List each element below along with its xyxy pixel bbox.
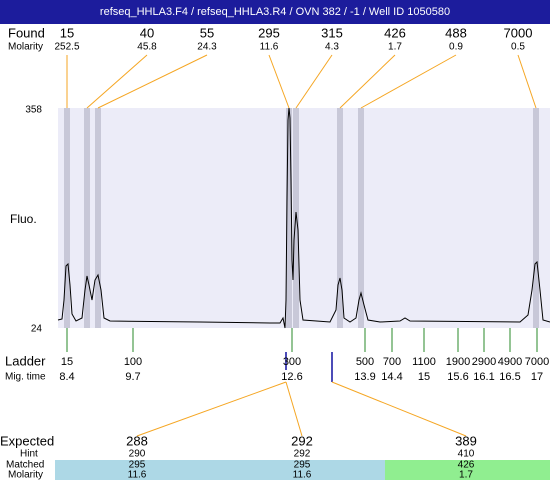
peak-link	[86, 54, 148, 109]
expected-size: 389	[455, 433, 477, 448]
matched-molarity: 11.6	[293, 470, 312, 480]
mig-time: 13.9	[354, 371, 375, 383]
matched: 426	[458, 460, 475, 471]
expected-size: 288	[126, 433, 148, 448]
title: refseq_HHLA3.F4 / refseq_HHLA3.R4 / OVN …	[100, 6, 450, 18]
mig-time: 14.4	[381, 371, 402, 383]
peak-link	[360, 54, 457, 109]
mig-time: 9.7	[125, 371, 140, 383]
ladder-label: Ladder	[5, 353, 46, 368]
peak-band	[533, 108, 539, 328]
mig-time: 15	[418, 371, 430, 383]
matched-molarity: 1.7	[459, 470, 473, 480]
found-size: 7000	[504, 25, 533, 40]
peak-link	[339, 54, 396, 109]
ladder-size: 15	[61, 356, 73, 368]
matched-bg	[385, 460, 550, 480]
hint-label: Hint	[20, 449, 38, 460]
found-molarity: 11.6	[260, 42, 279, 53]
peak-band	[358, 108, 364, 328]
matched: 295	[294, 460, 311, 471]
ladder-size: 1100	[412, 356, 436, 368]
ladder-size: 500	[356, 356, 374, 368]
found-size: 40	[140, 25, 154, 40]
y-max-label: 358	[25, 105, 42, 116]
ladder-size: 1900	[446, 356, 470, 368]
matched-label: Matched	[6, 460, 44, 471]
found-molarity: 0.5	[511, 42, 525, 53]
mig-time-label: Mig. time	[5, 372, 46, 383]
found-size: 295	[258, 25, 280, 40]
found-size: 426	[384, 25, 406, 40]
link-line	[285, 381, 303, 437]
hint: 292	[294, 449, 311, 460]
trace	[57, 107, 550, 329]
peak-band	[286, 108, 292, 328]
peak-link	[97, 54, 208, 109]
matched-bg	[55, 460, 385, 480]
mig-time: 12.6	[281, 371, 302, 383]
title-bar	[0, 0, 550, 24]
mig-time: 8.4	[59, 371, 74, 383]
found-molarity: 0.9	[449, 42, 463, 53]
link-line	[136, 381, 287, 437]
found-molarity: 1.7	[388, 42, 402, 53]
found-size: 55	[200, 25, 214, 40]
ladder-size: 100	[124, 356, 142, 368]
expected-label: Expected	[0, 433, 54, 448]
molarity-label: Molarity	[8, 470, 43, 480]
link-line	[331, 381, 467, 437]
mig-time: 15.6	[447, 371, 468, 383]
peak-link	[295, 54, 333, 109]
ladder-size: 4900	[498, 356, 522, 368]
y-axis-label: Fluo.	[10, 212, 37, 226]
peak-link	[517, 54, 537, 109]
y-min-label: 24	[31, 324, 43, 335]
ladder-size: 700	[383, 356, 401, 368]
found-molarity: 252.5	[54, 42, 79, 53]
found-size: 315	[321, 25, 343, 40]
peak-band	[84, 108, 90, 328]
ladder-size: 7000	[525, 356, 549, 368]
found-label: Found	[8, 25, 45, 40]
plot-area	[58, 108, 550, 328]
matched: 295	[129, 460, 146, 471]
mig-time: 16.1	[473, 371, 494, 383]
found-molarity: 4.3	[325, 42, 339, 53]
ladder-size: 300	[283, 356, 301, 368]
peak-band	[64, 108, 70, 328]
mig-time: 16.5	[499, 371, 520, 383]
mig-time: 17	[531, 371, 543, 383]
found-molarity: 24.3	[197, 42, 217, 53]
peak-band	[337, 108, 343, 328]
molarity-label: Molarity	[8, 42, 43, 53]
matched-molarity: 11.6	[128, 470, 147, 480]
ladder-size: 2900	[472, 356, 496, 368]
found-molarity: 45.8	[137, 42, 157, 53]
expected-size: 292	[291, 433, 313, 448]
peak-link	[268, 54, 290, 109]
peak-band	[95, 108, 101, 328]
hint: 410	[458, 449, 475, 460]
found-size: 15	[60, 25, 74, 40]
hint: 290	[129, 449, 146, 460]
found-size: 488	[445, 25, 467, 40]
